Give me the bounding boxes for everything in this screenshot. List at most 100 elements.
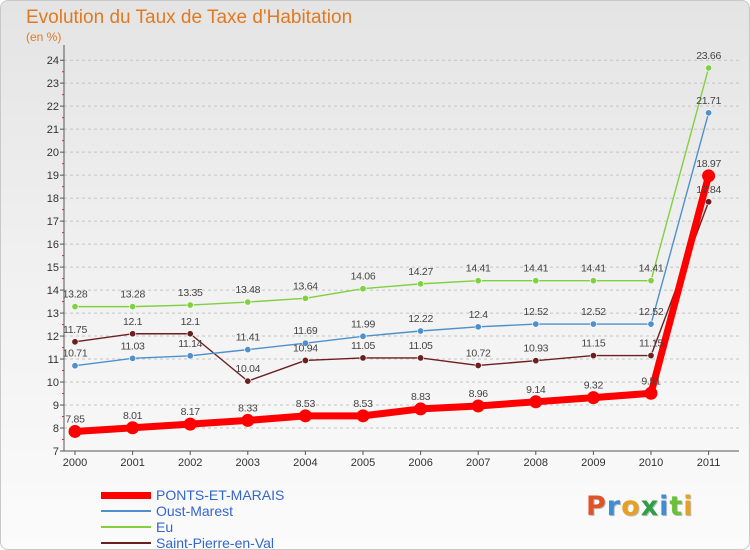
data-labels: 7.85 8.01 8.17 8.33 8.53 8.53 8.83 8.96 9.14 9.32… xyxy=(63,50,722,425)
legend-label: Eu xyxy=(156,519,174,535)
y-tick-label: 10 xyxy=(47,377,59,389)
logo-letter: P xyxy=(586,491,607,522)
data-point xyxy=(301,356,309,364)
legend-item: Saint-Pierre-en-Val xyxy=(101,535,284,550)
data-point xyxy=(129,303,137,311)
y-tick-label: 11 xyxy=(48,354,59,366)
logo-letter: o xyxy=(621,491,641,522)
y-tick-label: 14 xyxy=(47,285,59,297)
x-tick-label: 2004 xyxy=(293,457,317,469)
legend-item: Oust-Marest xyxy=(101,503,284,519)
data-label: 11.05 xyxy=(409,340,433,352)
data-point xyxy=(705,198,713,206)
data-label: 12.52 xyxy=(523,306,548,318)
y-tick-label: 19 xyxy=(47,170,59,182)
data-label: 7.85 xyxy=(65,413,85,425)
data-point xyxy=(414,402,428,416)
data-label: 11.15 xyxy=(581,338,605,350)
y-tick-label: 24 xyxy=(47,55,59,67)
legend-label: Oust-Marest xyxy=(156,503,234,519)
data-label: 11.75 xyxy=(63,324,87,336)
proxiti-logo: Proxiti xyxy=(586,491,694,522)
data-point xyxy=(301,294,309,302)
data-label: 11.69 xyxy=(293,325,317,337)
x-tick-label: 2000 xyxy=(63,457,87,469)
data-point xyxy=(705,109,713,117)
data-label: 11.14 xyxy=(178,338,202,350)
data-point xyxy=(301,339,309,347)
y-tick-label: 18 xyxy=(47,193,59,205)
data-point xyxy=(359,285,367,293)
data-point xyxy=(532,320,540,328)
y-tick-label: 21 xyxy=(47,124,59,136)
data-label: 10.71 xyxy=(63,348,88,360)
data-point xyxy=(186,352,194,360)
y-tick-label: 22 xyxy=(47,101,59,113)
data-label: 8.53 xyxy=(296,398,316,410)
data-label: 13.28 xyxy=(63,289,88,301)
data-label: 10.04 xyxy=(235,363,260,375)
data-label: 11.99 xyxy=(351,318,375,330)
y-tick-label: 20 xyxy=(47,147,59,159)
legend-swatch xyxy=(101,526,151,528)
data-point xyxy=(71,303,79,311)
data-point xyxy=(647,352,655,360)
data-point xyxy=(589,320,597,328)
data-label: 8.83 xyxy=(411,391,431,403)
data-label: 8.17 xyxy=(181,406,201,418)
data-point xyxy=(589,352,597,360)
y-tick-label: 13 xyxy=(47,308,59,320)
data-label: 14.41 xyxy=(581,263,606,275)
data-label: 9.51 xyxy=(641,375,661,387)
legend-label: Saint-Pierre-en-Val xyxy=(156,535,275,550)
data-point xyxy=(471,399,485,413)
chart-subtitle: (en %) xyxy=(26,30,62,44)
data-label: 8.01 xyxy=(123,410,143,422)
y-tick-label: 7 xyxy=(53,446,59,458)
data-label: 13.35 xyxy=(178,287,203,299)
data-point xyxy=(356,409,370,423)
legend: PONTS-ET-MARAIS Oust-Marest Eu Saint-Pierre… xyxy=(101,487,284,550)
data-label: 14.06 xyxy=(351,271,376,283)
data-label: 14.41 xyxy=(639,263,664,275)
data-point xyxy=(183,417,197,431)
data-label: 13.64 xyxy=(293,280,318,292)
data-point xyxy=(244,298,252,306)
series-line xyxy=(74,112,710,367)
data-point xyxy=(532,277,540,285)
x-tick-label: 2006 xyxy=(408,457,432,469)
legend-label: PONTS-ET-MARAIS xyxy=(156,487,285,503)
data-label: 11.05 xyxy=(351,340,375,352)
y-tick-label: 9 xyxy=(53,400,59,412)
data-label: 10.94 xyxy=(293,342,318,354)
legend-item: PONTS-ET-MARAIS xyxy=(101,487,284,503)
data-label: 23.66 xyxy=(696,50,721,62)
data-point xyxy=(244,346,252,354)
y-tick-label: 23 xyxy=(47,78,59,90)
x-tick-label: 2011 xyxy=(697,457,721,469)
y-tick-label: 16 xyxy=(47,239,59,251)
data-point xyxy=(244,377,252,385)
x-tick-label: 2008 xyxy=(524,457,548,469)
data-point xyxy=(129,330,137,338)
data-label: 11.41 xyxy=(236,332,260,344)
legend-swatch xyxy=(101,542,151,544)
data-label: 12.52 xyxy=(581,306,606,318)
data-label: 14.41 xyxy=(523,263,548,275)
data-label: 12.1 xyxy=(123,316,143,328)
logo-letter: x xyxy=(640,491,660,522)
x-tick-label: 2010 xyxy=(639,457,663,469)
y-tick-label: 8 xyxy=(53,423,59,435)
data-point xyxy=(359,354,367,362)
data-point xyxy=(298,409,312,423)
data-point xyxy=(417,327,425,335)
data-label: 12.1 xyxy=(181,316,201,328)
series-line xyxy=(74,201,710,382)
chart-title: Evolution du Taux de Taxe d'Habitation xyxy=(26,7,353,28)
y-tick-label: 12 xyxy=(47,331,59,343)
data-point xyxy=(474,361,482,369)
data-point xyxy=(71,338,79,346)
data-label: 11.03 xyxy=(121,340,145,352)
data-point xyxy=(417,354,425,362)
